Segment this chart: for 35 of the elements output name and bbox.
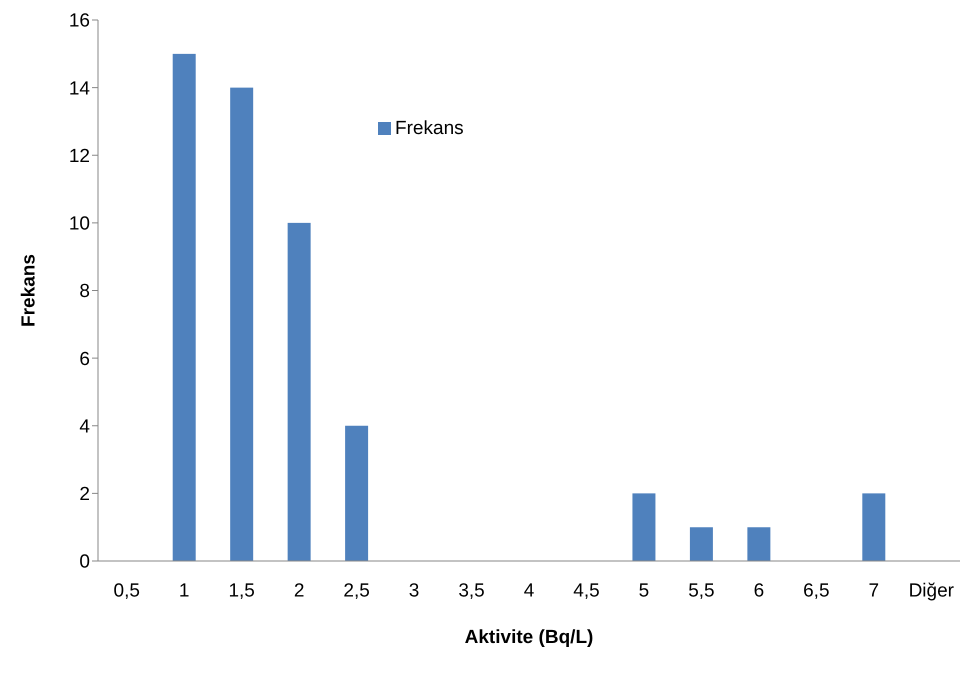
legend-label: Frekans xyxy=(395,118,464,139)
bar xyxy=(230,88,254,561)
x-tick-label: 3,5 xyxy=(458,580,485,602)
x-tick-label: 4,5 xyxy=(573,580,600,602)
x-tick-label: 4 xyxy=(524,580,535,602)
x-tick-label: 5 xyxy=(638,580,650,602)
x-tick-label: 3 xyxy=(408,580,420,602)
x-tick-label: 0,5 xyxy=(114,580,140,602)
bar xyxy=(862,493,886,561)
y-tick-label: 14 xyxy=(68,78,90,100)
x-tick-label: 1,5 xyxy=(228,580,255,602)
x-tick-label: 6 xyxy=(754,580,764,602)
y-tick-label: 2 xyxy=(79,484,90,506)
y-tick-label: 4 xyxy=(79,416,90,438)
bar xyxy=(632,493,656,561)
y-tick-label: 6 xyxy=(79,348,90,370)
x-tick-label: 7 xyxy=(868,580,880,602)
bar xyxy=(747,527,770,561)
x-tick-label: 6,5 xyxy=(803,580,830,602)
y-tick-label: 10 xyxy=(68,214,90,235)
y-tick-label: 0 xyxy=(79,552,90,573)
x-tick-label: 2,5 xyxy=(343,580,370,602)
x-tick-label: 2 xyxy=(294,580,304,602)
bar xyxy=(345,426,368,561)
y-tick-label: 12 xyxy=(68,146,90,167)
y-axis-title: Frekans xyxy=(18,254,40,327)
y-tick-label: 16 xyxy=(68,10,90,32)
y-tick-label: 8 xyxy=(79,281,90,302)
bar xyxy=(172,54,196,561)
x-tick-label: 1 xyxy=(178,580,190,602)
x-axis-title: Aktivite (Bq/L) xyxy=(464,627,594,648)
x-tick-label: 5,5 xyxy=(688,580,715,602)
bar xyxy=(690,527,713,561)
x-tick-label: Diğer xyxy=(908,580,955,602)
bar xyxy=(288,222,311,561)
